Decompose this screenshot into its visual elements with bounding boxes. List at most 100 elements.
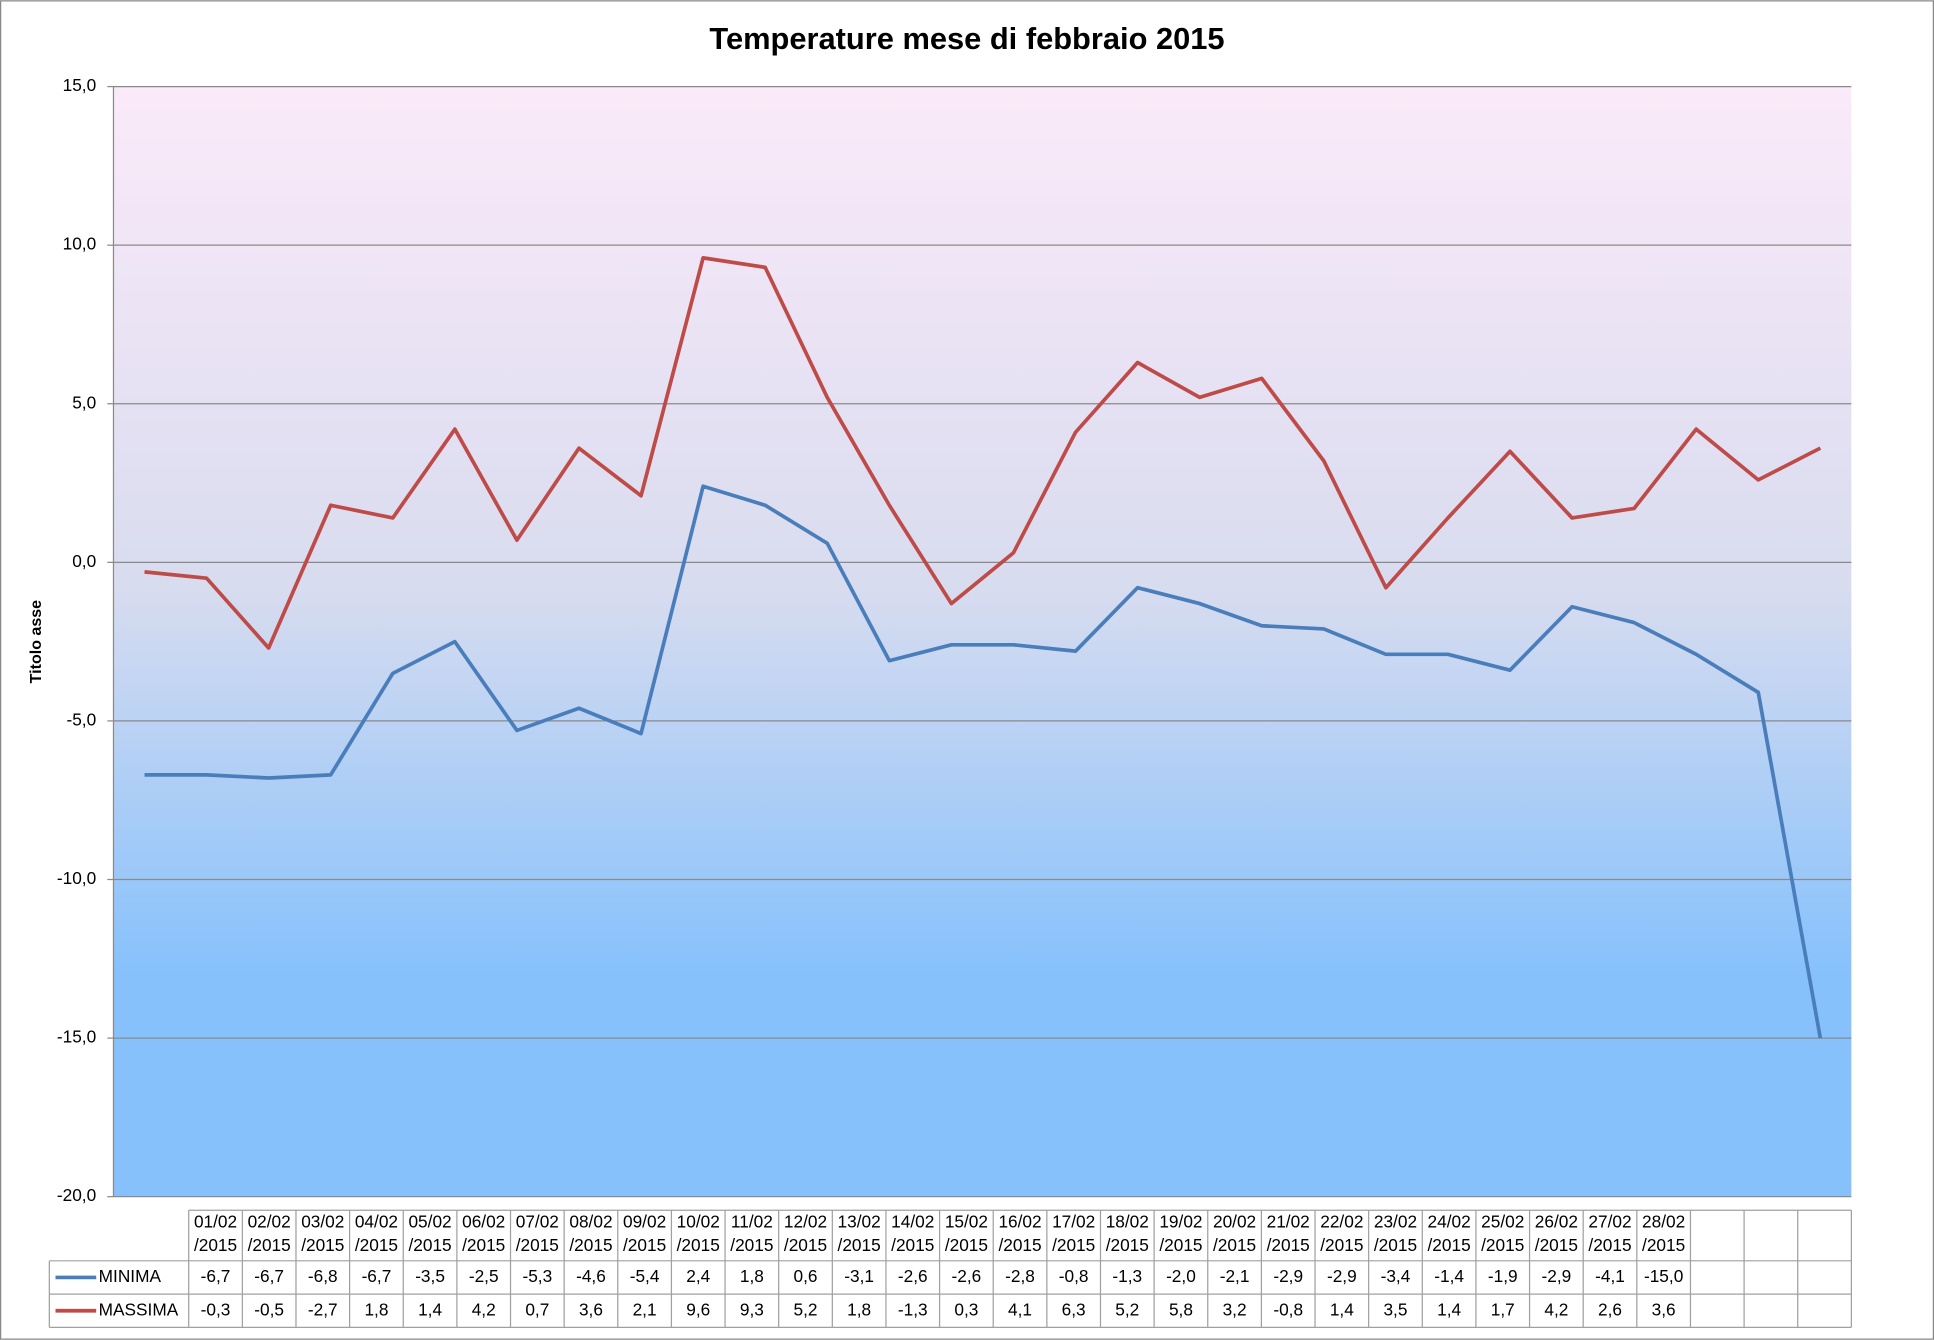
table-value: -5,4	[630, 1266, 660, 1286]
x-tick-label: 14/02/2015	[891, 1211, 934, 1254]
table-value: 9,3	[740, 1299, 764, 1319]
x-tick-label: 22/02/2015	[1320, 1211, 1363, 1254]
table-value: 2,1	[633, 1299, 657, 1319]
table-value: 1,4	[418, 1299, 442, 1319]
series-line	[144, 484, 1823, 1039]
y-tick-label: -5,0	[66, 709, 96, 729]
x-tick-label: 04/02/2015	[355, 1211, 398, 1254]
table-value: -4,6	[576, 1266, 606, 1286]
table-value: 0,3	[954, 1299, 978, 1319]
table-value: 2,6	[1598, 1299, 1622, 1319]
legend-label: MASSIMA	[99, 1299, 179, 1319]
table-value: -6,7	[201, 1266, 231, 1286]
table-value: 4,2	[472, 1299, 496, 1319]
x-tick-label: 21/02/2015	[1267, 1211, 1310, 1254]
x-tick-label: 15/02/2015	[945, 1211, 988, 1254]
table-value: 1,8	[847, 1299, 871, 1319]
x-tick-label: 11/02/2015	[730, 1211, 773, 1254]
table-value: 9,6	[686, 1299, 710, 1319]
table-value: 3,2	[1223, 1299, 1247, 1319]
table-value: 4,2	[1544, 1299, 1568, 1319]
table-value: -0,5	[254, 1299, 284, 1319]
x-tick-label: 17/02/2015	[1052, 1211, 1095, 1254]
x-tick-label: 06/02/2015	[462, 1211, 505, 1254]
x-tick-label: 12/02/2015	[784, 1211, 827, 1254]
table-value: 3,5	[1383, 1299, 1407, 1319]
table-value: 3,6	[1652, 1299, 1676, 1319]
table-value: -1,4	[1434, 1266, 1464, 1286]
x-tick-label: 20/02/2015	[1213, 1211, 1256, 1254]
table-value: -2,5	[469, 1266, 499, 1286]
table-value: -0,3	[201, 1299, 231, 1319]
table-value: 2,4	[686, 1266, 710, 1286]
table-value: 1,7	[1491, 1299, 1515, 1319]
table-value: 0,6	[794, 1266, 818, 1286]
x-tick-label: 10/02/2015	[677, 1211, 720, 1254]
table-value: 1,4	[1437, 1299, 1461, 1319]
x-tick-label: 27/02/2015	[1588, 1211, 1631, 1254]
table-value: -2,0	[1166, 1266, 1196, 1286]
x-tick-label: 05/02/2015	[408, 1211, 451, 1254]
y-tick-label: -15,0	[57, 1027, 96, 1047]
y-tick-label: 0,0	[72, 551, 96, 571]
table-value: -6,7	[254, 1266, 284, 1286]
table-value: -6,8	[308, 1266, 338, 1286]
x-tick-label: 18/02/2015	[1106, 1211, 1149, 1254]
table-value: -1,9	[1488, 1266, 1518, 1286]
x-tick-label: 24/02/2015	[1428, 1211, 1471, 1254]
table-value: 1,8	[364, 1299, 388, 1319]
table-value: 4,1	[1008, 1299, 1032, 1319]
table-value: 6,3	[1062, 1299, 1086, 1319]
legend-label: MINIMA	[99, 1266, 162, 1286]
table-value: -0,8	[1059, 1266, 1089, 1286]
table-value: -3,1	[844, 1266, 874, 1286]
x-tick-label: 08/02/2015	[569, 1211, 612, 1254]
y-tick-label: -10,0	[57, 868, 96, 888]
table-value: -15,0	[1644, 1266, 1683, 1286]
table-value: -2,9	[1273, 1266, 1303, 1286]
table-value: 5,8	[1169, 1299, 1193, 1319]
x-tick-label: 19/02/2015	[1159, 1211, 1202, 1254]
y-tick-label: 10,0	[63, 234, 97, 254]
table-value: 1,8	[740, 1266, 764, 1286]
x-tick-label: 02/02/2015	[248, 1211, 291, 1254]
x-tick-label: 28/02/2015	[1642, 1211, 1685, 1254]
chart-title: Temperature mese di febbraio 2015	[709, 21, 1224, 56]
x-tick-label: 01/02/2015	[194, 1211, 237, 1254]
table-value: 5,2	[794, 1299, 818, 1319]
table-value: -4,1	[1595, 1266, 1625, 1286]
x-tick-label: 23/02/2015	[1374, 1211, 1417, 1254]
table-value: 1,4	[1330, 1299, 1354, 1319]
table-value: -3,5	[415, 1266, 445, 1286]
table-value: -2,7	[308, 1299, 338, 1319]
table-value: -3,4	[1381, 1266, 1411, 1286]
table-value: 5,2	[1115, 1299, 1139, 1319]
x-tick-label: 26/02/2015	[1535, 1211, 1578, 1254]
y-tick-label: 5,0	[72, 392, 96, 412]
table-value: 3,6	[579, 1299, 603, 1319]
table-value: -2,6	[952, 1266, 982, 1286]
y-tick-label: -20,0	[57, 1185, 96, 1205]
x-tick-label: 07/02/2015	[516, 1211, 559, 1254]
table-value: -2,1	[1220, 1266, 1250, 1286]
x-tick-label: 13/02/2015	[838, 1211, 881, 1254]
y-tick-label: 15,0	[63, 75, 97, 95]
table-value: 0,7	[525, 1299, 549, 1319]
series-line	[144, 256, 1822, 650]
table-value: -6,7	[362, 1266, 392, 1286]
x-tick-label: 03/02/2015	[301, 1211, 344, 1254]
table-value: -1,3	[1112, 1266, 1142, 1286]
table-value: -2,9	[1542, 1266, 1572, 1286]
x-tick-label: 25/02/2015	[1481, 1211, 1524, 1254]
y-axis-title: Titolo asse	[27, 600, 45, 683]
x-tick-label: 09/02/2015	[623, 1211, 666, 1254]
table-value: -2,8	[1005, 1266, 1035, 1286]
table-value: -1,3	[898, 1299, 928, 1319]
table-value: -0,8	[1273, 1299, 1303, 1319]
table-value: -2,9	[1327, 1266, 1357, 1286]
table-value: -5,3	[522, 1266, 552, 1286]
x-tick-label: 16/02/2015	[998, 1211, 1041, 1254]
table-value: -2,6	[898, 1266, 928, 1286]
